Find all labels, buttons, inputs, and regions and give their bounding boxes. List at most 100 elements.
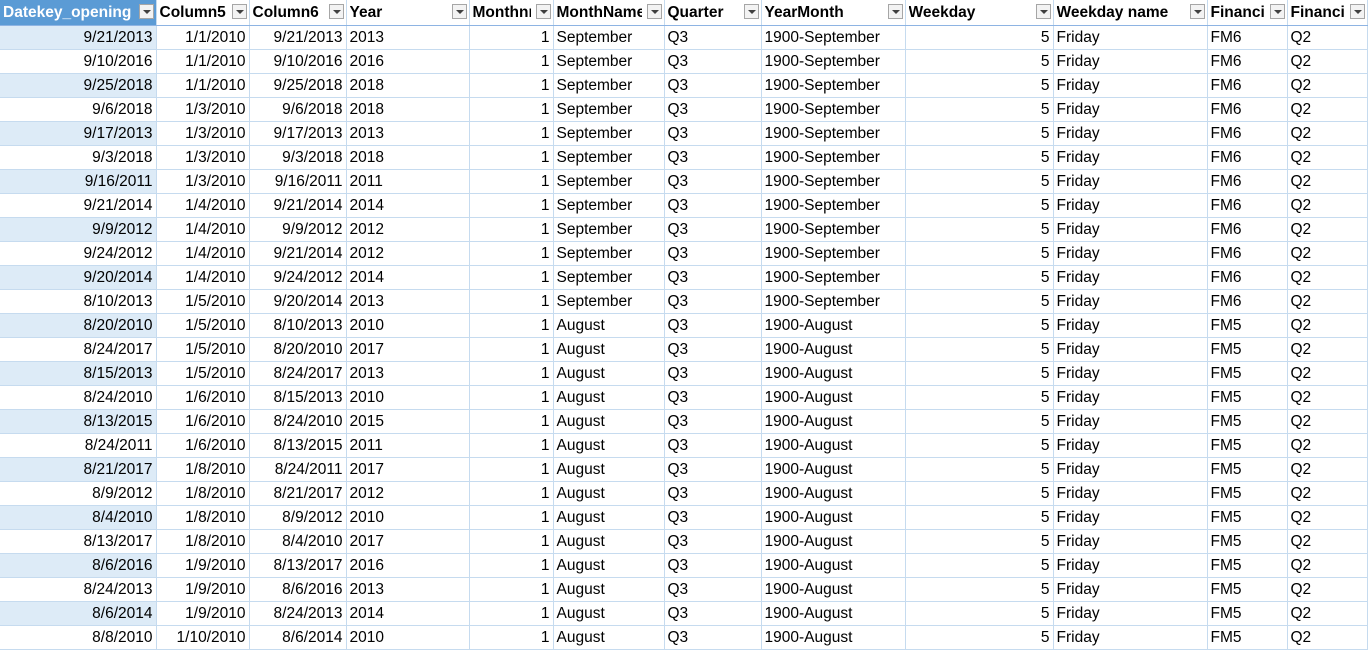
table-cell[interactable]: August	[553, 433, 665, 458]
table-cell[interactable]: 8/9/2012	[249, 505, 347, 530]
table-cell[interactable]: 8/4/2010	[0, 505, 157, 530]
table-cell[interactable]: 1900-September	[761, 193, 906, 218]
table-cell[interactable]: 1/10/2010	[156, 625, 250, 650]
table-cell[interactable]: Friday	[1053, 145, 1208, 170]
table-cell[interactable]: Q2	[1287, 217, 1368, 242]
table-cell[interactable]: Friday	[1053, 433, 1208, 458]
table-cell[interactable]: 2015	[346, 409, 470, 434]
table-cell[interactable]: Q3	[664, 217, 762, 242]
filter-dropdown-icon[interactable]	[1189, 4, 1205, 19]
table-cell[interactable]: September	[553, 265, 665, 290]
table-cell[interactable]: 2010	[346, 313, 470, 338]
table-cell[interactable]: Q2	[1287, 121, 1368, 146]
table-cell[interactable]: August	[553, 625, 665, 650]
table-cell[interactable]: FM5	[1207, 361, 1288, 386]
table-cell[interactable]: 2012	[346, 217, 470, 242]
table-cell[interactable]: 9/17/2013	[0, 121, 157, 146]
table-cell[interactable]: 1900-September	[761, 241, 906, 266]
table-cell[interactable]: 1/1/2010	[156, 73, 250, 98]
table-cell[interactable]: 1900-August	[761, 481, 906, 506]
table-cell[interactable]: FM5	[1207, 529, 1288, 554]
table-cell[interactable]: 1/9/2010	[156, 601, 250, 626]
table-cell[interactable]: Q2	[1287, 49, 1368, 74]
table-cell[interactable]: 8/21/2017	[249, 481, 347, 506]
table-cell[interactable]: 8/24/2017	[249, 361, 347, 386]
table-cell[interactable]: 5	[905, 313, 1054, 338]
table-cell[interactable]: Q3	[664, 49, 762, 74]
table-cell[interactable]: 1	[469, 337, 554, 362]
table-cell[interactable]: Q2	[1287, 97, 1368, 122]
table-cell[interactable]: Q2	[1287, 481, 1368, 506]
table-cell[interactable]: 1/9/2010	[156, 553, 250, 578]
table-cell[interactable]: 2013	[346, 25, 470, 50]
table-cell[interactable]: 1	[469, 313, 554, 338]
table-cell[interactable]: 9/10/2016	[249, 49, 347, 74]
table-cell[interactable]: 1/1/2010	[156, 49, 250, 74]
table-cell[interactable]: Friday	[1053, 553, 1208, 578]
table-cell[interactable]: Friday	[1053, 529, 1208, 554]
table-cell[interactable]: 9/25/2018	[249, 73, 347, 98]
table-cell[interactable]: Q3	[664, 73, 762, 98]
table-cell[interactable]: 2014	[346, 601, 470, 626]
table-cell[interactable]: Q3	[664, 313, 762, 338]
table-cell[interactable]: FM5	[1207, 505, 1288, 530]
column-header-0[interactable]: Datekey_opening	[0, 0, 157, 26]
table-cell[interactable]: 2016	[346, 553, 470, 578]
table-cell[interactable]: 2013	[346, 577, 470, 602]
table-cell[interactable]: 5	[905, 49, 1054, 74]
table-cell[interactable]: Q2	[1287, 625, 1368, 650]
table-cell[interactable]: Q3	[664, 505, 762, 530]
table-cell[interactable]: Friday	[1053, 313, 1208, 338]
table-cell[interactable]: Q3	[664, 241, 762, 266]
table-cell[interactable]: 9/21/2014	[0, 193, 157, 218]
table-cell[interactable]: September	[553, 193, 665, 218]
table-cell[interactable]: 1/3/2010	[156, 145, 250, 170]
table-cell[interactable]: 8/8/2010	[0, 625, 157, 650]
table-cell[interactable]: Q3	[664, 193, 762, 218]
table-cell[interactable]: 9/20/2014	[249, 289, 347, 314]
table-cell[interactable]: September	[553, 49, 665, 74]
table-cell[interactable]: August	[553, 313, 665, 338]
table-cell[interactable]: FM5	[1207, 577, 1288, 602]
table-cell[interactable]: 1900-September	[761, 25, 906, 50]
table-cell[interactable]: August	[553, 337, 665, 362]
table-cell[interactable]: 5	[905, 457, 1054, 482]
table-cell[interactable]: Friday	[1053, 457, 1208, 482]
table-cell[interactable]: 8/24/2011	[0, 433, 157, 458]
table-cell[interactable]: FM6	[1207, 49, 1288, 74]
table-cell[interactable]: August	[553, 409, 665, 434]
table-cell[interactable]: 9/6/2018	[249, 97, 347, 122]
table-cell[interactable]: FM6	[1207, 97, 1288, 122]
table-cell[interactable]: 5	[905, 529, 1054, 554]
table-cell[interactable]: Q2	[1287, 385, 1368, 410]
table-cell[interactable]: 1	[469, 217, 554, 242]
table-cell[interactable]: Friday	[1053, 193, 1208, 218]
table-cell[interactable]: 1	[469, 577, 554, 602]
table-cell[interactable]: 1	[469, 529, 554, 554]
table-cell[interactable]: September	[553, 97, 665, 122]
table-cell[interactable]: Q2	[1287, 337, 1368, 362]
table-cell[interactable]: 1/5/2010	[156, 361, 250, 386]
table-cell[interactable]: Q2	[1287, 553, 1368, 578]
table-cell[interactable]: 8/13/2015	[249, 433, 347, 458]
table-cell[interactable]: August	[553, 505, 665, 530]
table-cell[interactable]: 2013	[346, 121, 470, 146]
filter-dropdown-icon[interactable]	[535, 4, 551, 19]
table-cell[interactable]: FM6	[1207, 265, 1288, 290]
table-cell[interactable]: Friday	[1053, 25, 1208, 50]
table-cell[interactable]: FM5	[1207, 481, 1288, 506]
table-cell[interactable]: Q3	[664, 169, 762, 194]
table-cell[interactable]: 1900-August	[761, 409, 906, 434]
table-cell[interactable]: 1	[469, 289, 554, 314]
table-cell[interactable]: Q2	[1287, 577, 1368, 602]
table-cell[interactable]: 9/25/2018	[0, 73, 157, 98]
table-cell[interactable]: 1	[469, 385, 554, 410]
table-cell[interactable]: 5	[905, 145, 1054, 170]
filter-dropdown-icon[interactable]	[451, 4, 467, 19]
table-cell[interactable]: 1900-August	[761, 457, 906, 482]
table-cell[interactable]: 1	[469, 481, 554, 506]
table-cell[interactable]: 2016	[346, 49, 470, 74]
table-cell[interactable]: Q3	[664, 529, 762, 554]
table-cell[interactable]: 1/5/2010	[156, 289, 250, 314]
table-cell[interactable]: 5	[905, 169, 1054, 194]
